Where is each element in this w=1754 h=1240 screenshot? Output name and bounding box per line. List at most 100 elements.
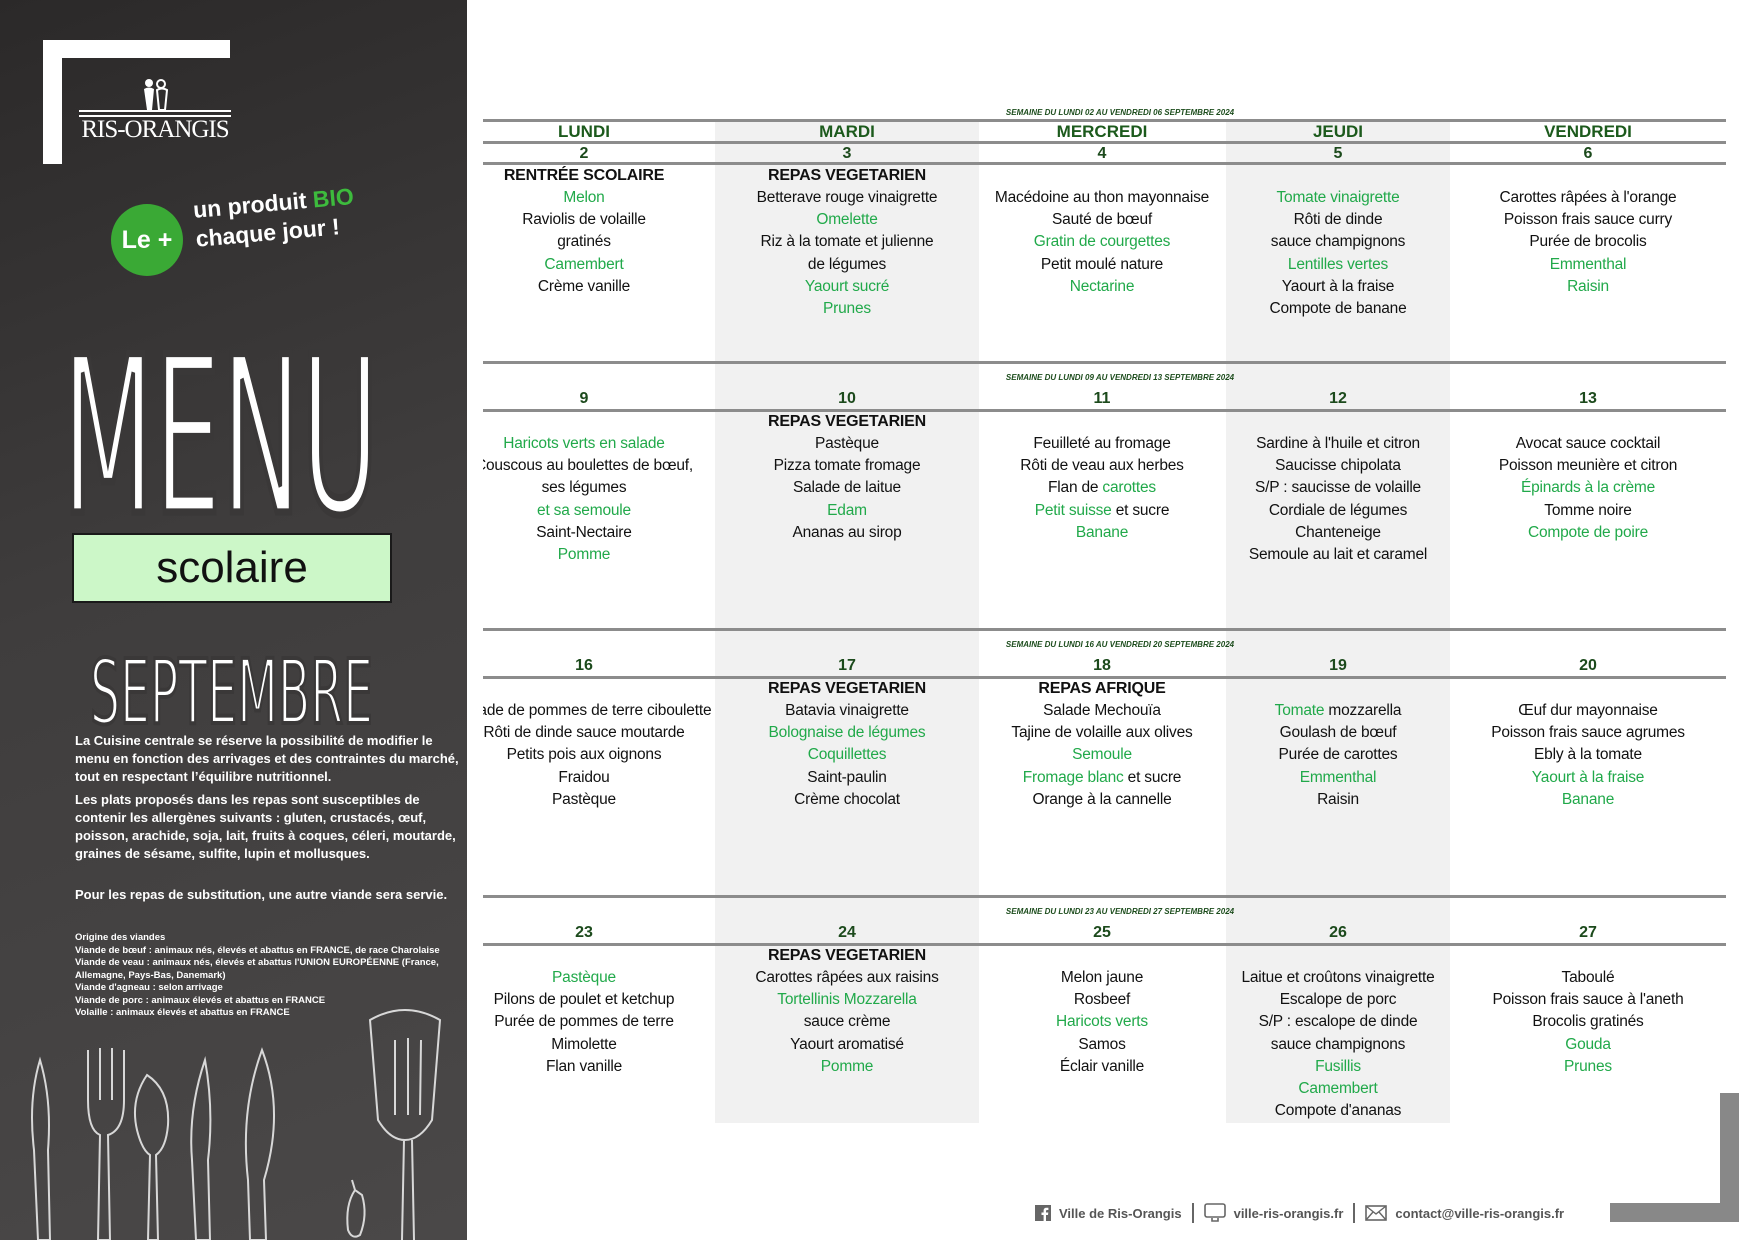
menu-item: Saucisse chipolata xyxy=(1275,457,1401,475)
facebook-link[interactable]: Ville de Ris-Orangis xyxy=(1059,1205,1182,1221)
city-emblem-icon xyxy=(144,79,169,111)
day-name-header: LUNDI xyxy=(558,122,610,141)
day-menu: Pastèque Pilons de poulet et ketchup Purée… xyxy=(483,945,715,1185)
month-title: SEPTEMBRE xyxy=(88,639,374,730)
menu-item: Poisson meunière et citron xyxy=(1498,457,1678,475)
day-menu: Avocat sauce cocktail Poisson meunière et… xyxy=(1450,411,1726,651)
menu-item: Poisson frais sauce agrumes xyxy=(1491,724,1685,742)
menu-item: Éclair vanille xyxy=(1059,1057,1145,1075)
bio-menu-item: Semoule xyxy=(1072,746,1132,764)
menu-item: Fraidou xyxy=(558,768,610,786)
day-name-header: JEUDI xyxy=(1312,122,1364,141)
day-number: 4 xyxy=(1097,145,1107,162)
menu-item: Yaourt à la fraise xyxy=(1281,277,1395,295)
divider xyxy=(483,409,1726,412)
month-text: SEPTEMBRE xyxy=(90,640,373,730)
email-link[interactable]: contact@ville-ris-orangis.fr xyxy=(1395,1205,1565,1221)
day-menu-content: REPAS VEGETARIEN Batavia vinaigrette Bolog… xyxy=(715,678,979,811)
day-menu: REPAS VEGETARIEN Carottes râpées aux rais… xyxy=(715,945,979,1185)
day-menu-content: Laitue et croûtons vinaigrette Escalope d… xyxy=(1226,945,1450,1122)
meal-theme: RENTRÉE SCOLAIRE xyxy=(503,167,665,184)
menu-item: Crème chocolat xyxy=(794,790,900,808)
menu-item: Tomme noire xyxy=(1544,501,1632,519)
day-number: 5 xyxy=(1333,145,1343,162)
day-menu-content: Macédoine au thon mayonnaise Sauté de bœu… xyxy=(979,165,1226,298)
website-link[interactable]: ville-ris-orangis.fr xyxy=(1233,1205,1344,1221)
bio-menu-item: Pomme xyxy=(820,1057,874,1075)
menu-item-part: et sucre xyxy=(1123,768,1182,786)
meal-theme xyxy=(979,945,1226,967)
day-menu-content: Carottes râpées à l'orange Poisson frais … xyxy=(1450,165,1726,298)
menu-item: Compote d'ananas xyxy=(1274,1102,1402,1120)
divider xyxy=(483,676,1726,679)
day-menu: Tomate vinaigrette Rôti de dinde sauce cha… xyxy=(1226,165,1450,405)
divider xyxy=(483,943,1726,946)
frame-corner-top xyxy=(43,40,230,58)
bio-menu-item: Camembert xyxy=(1298,1080,1378,1098)
meal-theme xyxy=(1450,678,1726,700)
bio-item-part: Tomate xyxy=(1274,702,1325,719)
column-shading xyxy=(715,122,979,1123)
envelope-icon xyxy=(1365,1205,1388,1221)
meal-theme xyxy=(1450,411,1726,433)
day-menu-content: Œuf dur mayonnaise Poisson frais sauce ag… xyxy=(1450,678,1726,811)
allergen-paragraph: Les plats proposés dans les repas sont s… xyxy=(75,792,456,861)
bio-item-part: Fromage blanc xyxy=(1022,768,1124,786)
menu-item: Pastèque xyxy=(552,790,616,808)
menu-item: Riz à la tomate et julienne xyxy=(760,233,934,251)
menu-item: Laitue et croûtons vinaigrette xyxy=(1241,969,1435,986)
bio-menu-item: Banane xyxy=(1075,523,1129,541)
bio-menu-item: Tomate vinaigrette xyxy=(1276,189,1400,206)
day-menu: Taboulé Poisson frais sauce à l'aneth Broc… xyxy=(1450,945,1726,1185)
menu-item: Sauté de bœuf xyxy=(1052,211,1152,229)
bio-menu-item: Coquillettes xyxy=(807,746,887,764)
bio-menu-item: Raisin xyxy=(1567,277,1609,295)
menu-item: Melon jaune xyxy=(1060,969,1144,986)
frame-corner xyxy=(1720,1093,1739,1222)
menu-title-text: MENU xyxy=(62,312,379,530)
day-number: 27 xyxy=(1579,924,1597,941)
day-menu: RENTRÉE SCOLAIRE Melon Raviolis de volaill… xyxy=(483,165,715,405)
day-menu: Macédoine au thon mayonnaise Sauté de bœu… xyxy=(979,165,1226,405)
bio-menu-item: Emmenthal xyxy=(1299,768,1377,786)
bio-menu-item: Épinards à la crème xyxy=(1520,479,1656,497)
divider xyxy=(483,628,1726,631)
menu-item: Rôti de veau aux herbes xyxy=(1020,457,1184,475)
day-number: 11 xyxy=(1093,390,1111,407)
menu-item: Samos xyxy=(1078,1035,1126,1053)
day-menu: Feuilleté au fromage Rôti de veau aux her… xyxy=(979,411,1226,651)
meal-theme xyxy=(1450,945,1726,967)
day-menu: Sardine à l'huile et citron Saucisse chip… xyxy=(1226,411,1450,651)
day-menu-content: REPAS AFRIQUE Salade Mechouïa Tajine de vo… xyxy=(979,678,1226,811)
meal-theme: REPAS VEGETARIEN xyxy=(767,167,926,184)
menu-item: Carottes râpées à l'orange xyxy=(1499,189,1677,206)
bio-menu-item: et sa semoule xyxy=(537,501,631,519)
cutlery-illustration xyxy=(31,1009,442,1240)
day-name-header: MARDI xyxy=(819,122,875,141)
bio-menu-item: Camembert xyxy=(544,255,624,273)
menu-item: Purée de pommes de terre xyxy=(494,1013,674,1031)
menu-item: Petits pois aux oignons xyxy=(506,746,662,764)
menu-item: Macédoine au thon mayonnaise xyxy=(994,189,1210,206)
day-number: 9 xyxy=(579,390,589,407)
menu-item: Pizza tomate fromage xyxy=(773,457,921,475)
menu-item: Petit moulé nature xyxy=(1040,255,1164,273)
menu-item: Batavia vinaigrette xyxy=(785,702,909,719)
substitution-paragraph: Pour les repas de substitution, une autr… xyxy=(75,887,448,902)
menu-item: sauce crème xyxy=(803,1013,891,1031)
bio-menu-item: Melon xyxy=(563,189,605,206)
bio-menu-item: Emmenthal xyxy=(1549,255,1627,273)
menu-item: Taboulé xyxy=(1561,969,1615,986)
bio-menu-item: Lentilles vertes xyxy=(1287,255,1389,273)
bio-menu-item: Compote de poire xyxy=(1527,523,1648,541)
day-number: 25 xyxy=(1093,924,1111,941)
menu-item: Ebly à la tomate xyxy=(1534,746,1642,764)
meal-theme xyxy=(1226,165,1450,187)
meal-theme xyxy=(979,411,1226,433)
day-menu-content: Pastèque Pilons de poulet et ketchup Purée… xyxy=(483,945,715,1078)
menu-item: Rosbeef xyxy=(1073,991,1131,1009)
menu-item: S/P : escalope de dinde xyxy=(1258,1013,1418,1031)
knife-icon xyxy=(31,1056,52,1240)
scolaire-label: scolaire xyxy=(72,533,392,603)
day-number: 17 xyxy=(838,657,856,674)
